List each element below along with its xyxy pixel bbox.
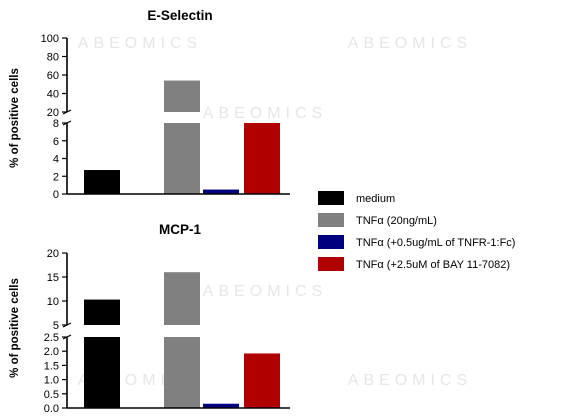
- plot-area-e-selectin: 0 2 4 6 820 40 60 80 100: [41, 33, 290, 201]
- legend-label: medium: [356, 193, 395, 205]
- bar-upper-1-1: [164, 272, 200, 325]
- bar-0-0: [84, 170, 120, 194]
- legend-swatch: [318, 235, 344, 249]
- legend-label: TNFα (+0.5ug/mL of TNFR-1:Fc): [356, 237, 515, 249]
- plot-area-mcp-1: 0.0 0.5 1.0 1.5 2.0 2.55 10 15 20: [44, 248, 290, 415]
- watermark-text: ABEOMICS: [348, 35, 472, 52]
- tick-label-upper: 10: [47, 296, 59, 308]
- tick-label-upper: 100: [41, 33, 59, 45]
- bar-upper-0-1: [164, 80, 200, 112]
- bar-1-2: [203, 403, 239, 408]
- legend: medium TNFα (20ng/mL) TNFα (+0.5ug/mL of T…: [318, 191, 515, 271]
- watermark-text: ABEOMICS: [203, 283, 327, 300]
- tick-label-lower: 0.0: [44, 403, 59, 415]
- tick-label-lower: 0.5: [44, 389, 59, 401]
- tick-label-lower: 1.5: [44, 360, 59, 372]
- chart-mcp-1: MCP-1 % of positive cells 0.0 0.5 1.0 1.5 2.…: [9, 222, 290, 415]
- y-axis-label-e-selectin: % of positive cells: [9, 68, 21, 168]
- tick-label-upper: 5: [53, 320, 59, 332]
- watermark-text: ABEOMICS: [348, 372, 472, 389]
- bar-0-3: [244, 123, 280, 194]
- tick-label-upper: 20: [47, 248, 59, 260]
- bar-lower-1-1: [164, 337, 200, 408]
- chart-title-e-selectin: E-Selectin: [147, 8, 212, 23]
- legend-swatch: [318, 257, 344, 271]
- chart-title-mcp-1: MCP-1: [159, 222, 201, 237]
- tick-label-lower: 4: [53, 154, 59, 166]
- tick-label-upper: 20: [47, 107, 59, 119]
- tick-label-lower: 0: [53, 189, 59, 201]
- tick-label-lower: 2: [53, 171, 59, 183]
- chart-e-selectin: E-Selectin % of positive cells 0 2 4 6 820 40…: [9, 8, 290, 201]
- watermark-text: ABEOMICS: [78, 35, 202, 52]
- tick-label-lower: 6: [53, 136, 59, 148]
- legend-label: TNFα (20ng/mL): [356, 215, 437, 227]
- tick-label-upper: 15: [47, 272, 59, 284]
- legend-swatch: [318, 191, 344, 205]
- legend-label: TNFα (+2.5uM of BAY 11-7082): [356, 259, 510, 271]
- bar-1-3: [244, 353, 280, 408]
- tick-label-upper: 60: [47, 70, 59, 82]
- bar-lower-1-0: [84, 337, 120, 408]
- tick-label-upper: 80: [47, 52, 59, 64]
- watermark-text: ABEOMICS: [203, 105, 327, 122]
- tick-label-lower: 8: [53, 118, 59, 130]
- bar-lower-0-1: [164, 123, 200, 194]
- tick-label-lower: 2.0: [44, 346, 59, 358]
- bar-upper-1-0: [84, 299, 120, 325]
- tick-label-upper: 40: [47, 89, 59, 101]
- legend-swatch: [318, 213, 344, 227]
- tick-label-lower: 2.5: [44, 332, 59, 344]
- bar-0-2: [203, 189, 239, 194]
- y-axis-label-mcp-1: % of positive cells: [9, 278, 21, 378]
- tick-label-lower: 1.0: [44, 375, 59, 387]
- watermark-layer: ABEOMICS ABEOMICS ABEOMICS ABEOMICS ABEOMICS…: [78, 35, 472, 389]
